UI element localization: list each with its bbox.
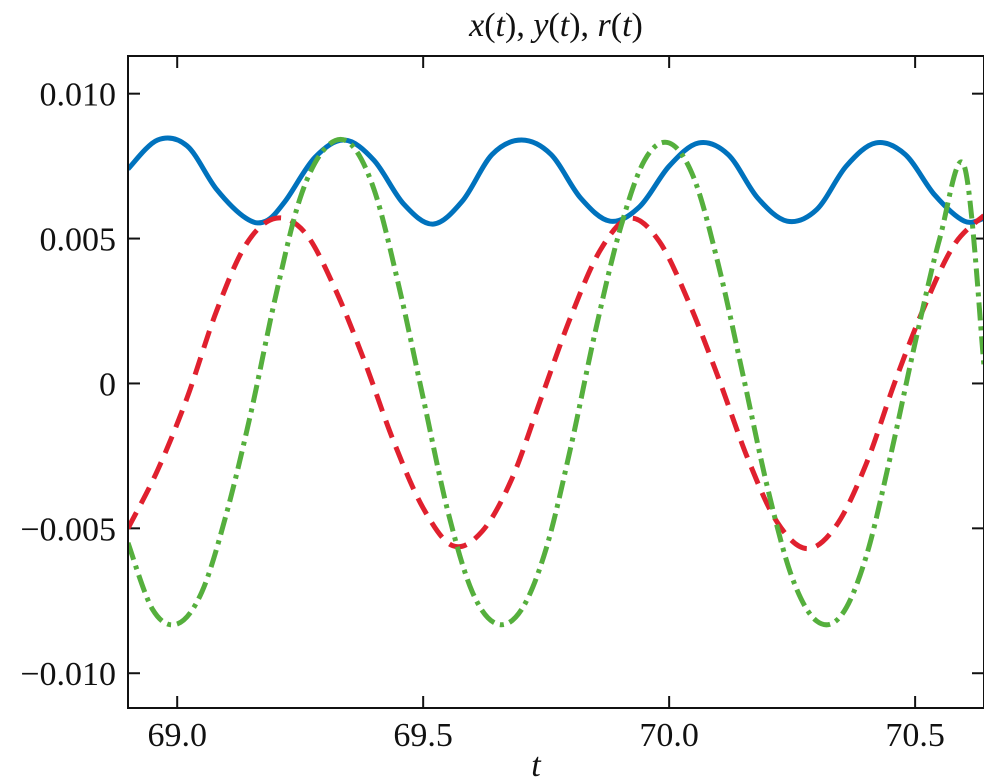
y-tick-label: 0.005: [40, 222, 117, 259]
series-line-2: [128, 213, 984, 552]
title-part-0: x: [468, 7, 484, 44]
series-line-3: [128, 136, 984, 628]
plot-frame: [127, 55, 984, 709]
y-tick-label: −0.010: [20, 656, 116, 693]
title-part-7: ),: [569, 7, 597, 44]
x-tick-label: 69.5: [393, 717, 453, 754]
chart-title: x(t), y(t), r(t): [468, 7, 643, 44]
y-tick-label: −0.005: [20, 511, 116, 548]
x-tick-label: 70.5: [885, 717, 945, 754]
title-part-4: y: [530, 7, 549, 44]
x-tick-label: 70.0: [639, 717, 699, 754]
title-part-5: (: [548, 7, 559, 44]
title-part-10: t: [622, 7, 633, 44]
x-axis: 69.0 69.5 70.0 70.5: [147, 56, 945, 754]
title-part-3: ),: [505, 7, 533, 44]
title-part-8: r: [598, 7, 612, 44]
title-part-11: ): [632, 7, 643, 44]
title-part-1: (: [484, 7, 495, 44]
x-tick-label: 69.0: [147, 717, 207, 754]
y-tick-label: 0: [99, 366, 116, 403]
title-part-9: (: [611, 7, 622, 44]
y-axis: −0.010 −0.005 0 0.005 0.010: [20, 77, 984, 693]
x-axis-label: t: [531, 747, 542, 782]
plot-area: [128, 135, 984, 628]
series-line-1: [128, 135, 984, 227]
title-part-2: t: [496, 7, 507, 44]
title-part-6: t: [560, 7, 571, 44]
y-tick-label: 0.010: [40, 77, 117, 114]
